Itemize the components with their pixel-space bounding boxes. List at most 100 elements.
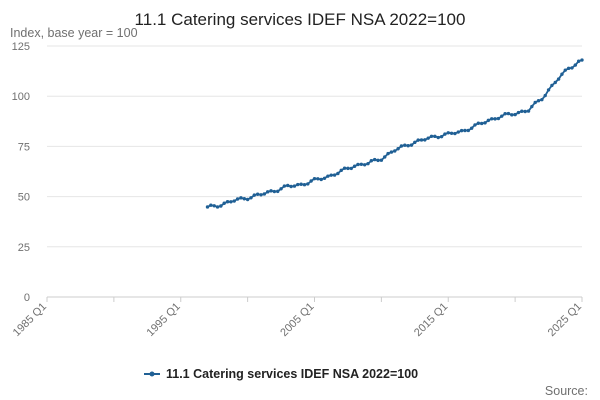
data-point[interactable] — [262, 192, 267, 196]
data-point[interactable] — [215, 205, 220, 209]
data-point[interactable] — [219, 204, 223, 208]
data-point[interactable] — [272, 189, 277, 194]
data-point[interactable] — [543, 93, 547, 98]
data-point[interactable] — [570, 66, 574, 70]
data-point[interactable] — [306, 182, 310, 186]
data-point[interactable] — [506, 111, 511, 116]
data-point[interactable] — [242, 197, 246, 201]
data-point[interactable] — [459, 128, 464, 133]
data-point[interactable] — [503, 112, 507, 116]
data-point[interactable] — [359, 162, 364, 166]
data-point[interactable] — [423, 138, 427, 142]
data-point[interactable] — [469, 126, 474, 130]
data-point[interactable] — [292, 184, 297, 188]
data-point[interactable] — [566, 66, 571, 71]
data-point[interactable] — [212, 204, 216, 208]
data-point[interactable] — [560, 72, 564, 76]
data-point[interactable] — [329, 173, 333, 177]
data-point[interactable] — [352, 164, 357, 168]
data-point[interactable] — [276, 189, 280, 194]
data-point[interactable] — [265, 190, 270, 194]
data-point[interactable] — [446, 131, 450, 135]
data-point[interactable] — [376, 158, 380, 163]
data-point[interactable] — [369, 159, 374, 163]
data-point[interactable] — [403, 143, 407, 147]
data-point[interactable] — [362, 163, 367, 167]
data-point[interactable] — [536, 99, 541, 103]
data-point[interactable] — [339, 168, 343, 173]
data-point[interactable] — [389, 150, 394, 154]
data-point[interactable] — [232, 199, 236, 203]
data-point[interactable] — [443, 132, 447, 136]
data-point[interactable] — [573, 63, 578, 67]
data-point[interactable] — [252, 193, 257, 197]
data-point[interactable] — [453, 131, 457, 136]
data-point[interactable] — [205, 205, 210, 209]
data-point[interactable] — [550, 83, 554, 88]
data-point[interactable] — [563, 68, 567, 72]
data-point[interactable] — [245, 197, 250, 202]
data-point[interactable] — [576, 59, 581, 63]
data-point[interactable] — [393, 149, 397, 153]
data-point[interactable] — [516, 110, 521, 115]
data-point[interactable] — [282, 184, 287, 188]
data-point[interactable] — [510, 113, 514, 117]
data-point[interactable] — [259, 193, 263, 197]
data-point[interactable] — [255, 192, 260, 196]
data-point[interactable] — [346, 166, 350, 171]
data-point[interactable] — [209, 203, 213, 207]
data-point[interactable] — [540, 97, 544, 102]
data-point[interactable] — [463, 128, 467, 133]
data-point[interactable] — [479, 121, 484, 126]
data-point[interactable] — [533, 100, 537, 105]
data-point[interactable] — [372, 157, 377, 162]
data-point[interactable] — [513, 112, 517, 117]
data-point[interactable] — [299, 182, 303, 186]
data-point[interactable] — [312, 176, 317, 181]
data-point[interactable] — [319, 177, 323, 182]
data-point[interactable] — [239, 196, 243, 200]
data-point[interactable] — [473, 123, 477, 127]
data-point[interactable] — [556, 77, 561, 81]
data-point[interactable] — [235, 197, 240, 201]
data-point[interactable] — [449, 131, 454, 136]
data-point[interactable] — [229, 200, 233, 204]
data-point[interactable] — [526, 109, 531, 113]
data-point[interactable] — [366, 161, 370, 166]
data-point[interactable] — [406, 144, 410, 148]
data-point[interactable] — [416, 138, 420, 142]
data-point[interactable] — [496, 116, 501, 121]
data-point[interactable] — [302, 183, 307, 187]
data-point[interactable] — [225, 200, 230, 204]
data-point[interactable] — [269, 189, 273, 193]
data-point[interactable] — [419, 138, 424, 142]
data-point[interactable] — [429, 134, 434, 138]
data-point[interactable] — [433, 134, 437, 139]
data-point[interactable] — [493, 117, 497, 121]
data-point[interactable] — [520, 109, 524, 113]
data-point[interactable] — [476, 121, 481, 125]
data-point[interactable] — [249, 196, 253, 200]
data-point[interactable] — [342, 166, 347, 170]
data-point[interactable] — [580, 58, 584, 62]
data-point[interactable] — [326, 174, 330, 178]
data-point[interactable] — [386, 151, 390, 156]
data-point[interactable] — [466, 128, 471, 133]
data-point[interactable] — [332, 173, 337, 177]
data-point[interactable] — [322, 176, 327, 180]
data-point[interactable] — [316, 177, 320, 181]
data-point[interactable] — [289, 184, 293, 189]
data-point[interactable] — [490, 117, 494, 121]
data-point[interactable] — [396, 147, 400, 151]
data-point[interactable] — [222, 201, 226, 205]
data-point[interactable] — [523, 109, 527, 114]
data-point[interactable] — [309, 179, 313, 183]
data-point[interactable] — [439, 134, 444, 139]
data-point[interactable] — [483, 121, 487, 125]
data-point[interactable] — [546, 88, 551, 92]
data-point[interactable] — [356, 162, 360, 167]
data-point[interactable] — [279, 187, 283, 191]
data-point[interactable] — [426, 136, 430, 140]
data-point[interactable] — [530, 104, 534, 109]
data-point[interactable] — [349, 166, 353, 171]
